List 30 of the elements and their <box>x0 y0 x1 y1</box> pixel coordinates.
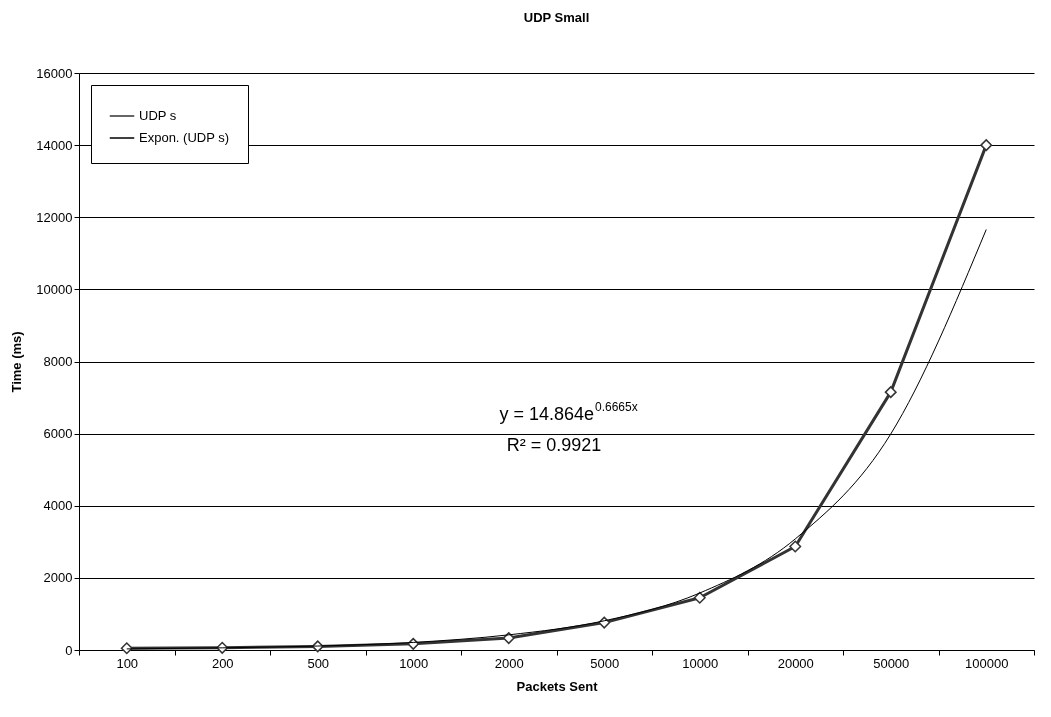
point <box>884 386 897 399</box>
x-tick-label: 2000 <box>494 655 524 671</box>
x-tick-label: 200 <box>211 655 234 671</box>
chart-title: UDP Small <box>523 10 590 25</box>
y-axis-title: Time (ms) <box>9 331 25 393</box>
point <box>980 139 993 152</box>
y-tick-label: 4000 <box>43 498 73 514</box>
y-tick-label: 6000 <box>43 426 73 442</box>
y-tick-label: 16000 <box>36 65 73 81</box>
x-tick-label: 20000 <box>777 655 814 671</box>
point <box>693 591 706 604</box>
x-tick-label: 1000 <box>399 655 429 671</box>
y-tick-label: 2000 <box>43 570 73 586</box>
x-tick-label: 5000 <box>590 655 620 671</box>
x-tick-label: 100 <box>116 655 139 671</box>
x-tick-label: 100000 <box>965 655 1009 671</box>
legend-label: Expon. (UDP s) <box>139 130 230 145</box>
y-tick-label: 8000 <box>43 354 73 369</box>
legend-label: UDP s <box>139 108 177 123</box>
x-tick-label: 50000 <box>873 655 910 671</box>
annotation: R² = 0.9921 <box>506 435 602 455</box>
y-tick-label: 10000 <box>36 281 73 297</box>
x-tick-label: 500 <box>307 655 330 671</box>
y-tick-label: 12000 <box>36 209 73 225</box>
x-tick-label: 10000 <box>682 655 719 671</box>
y-tick-label: 14000 <box>36 137 73 153</box>
point <box>502 632 515 645</box>
x-axis-title: Packets Sent <box>516 678 599 694</box>
y-tick-label: 0 <box>65 642 73 658</box>
point <box>789 540 802 553</box>
